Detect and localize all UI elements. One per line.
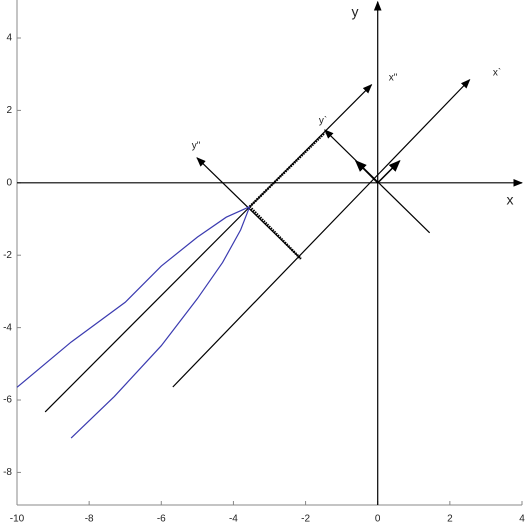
axis-annotation: x [507, 192, 514, 208]
x-tick-label: -4 [229, 514, 238, 525]
x-tick-label: 4 [519, 514, 525, 525]
y-tick-label: -4 [3, 322, 12, 333]
axis-annotation: y" [192, 141, 201, 152]
series-line [16, 206, 250, 388]
y-tick-label: -6 [3, 395, 12, 406]
axis-annotation: x` [493, 67, 501, 79]
axis-annotation: y [352, 4, 359, 20]
x-tick-label: 2 [447, 514, 453, 525]
x-tick-label: -6 [157, 514, 166, 525]
x-tick-label: 0 [375, 514, 381, 525]
y-tick-label: 2 [6, 105, 12, 116]
series-line [172, 78, 471, 388]
y-tick-label: -2 [3, 250, 12, 261]
x-tick-label: -2 [301, 514, 310, 525]
unit-arrow [354, 159, 379, 184]
series-line [248, 131, 326, 208]
axis-annotation: y` [319, 115, 327, 127]
y-tick-label: -8 [3, 467, 12, 478]
y-tick-label: 4 [6, 33, 12, 44]
series-line [248, 205, 302, 260]
unit-arrow [377, 159, 401, 184]
x-tick-label: -10 [10, 514, 25, 525]
series-line [70, 206, 251, 439]
x-tick-label: -8 [85, 514, 94, 525]
y-tick-label: 0 [6, 177, 12, 188]
axis-annotation: x" [389, 73, 398, 84]
